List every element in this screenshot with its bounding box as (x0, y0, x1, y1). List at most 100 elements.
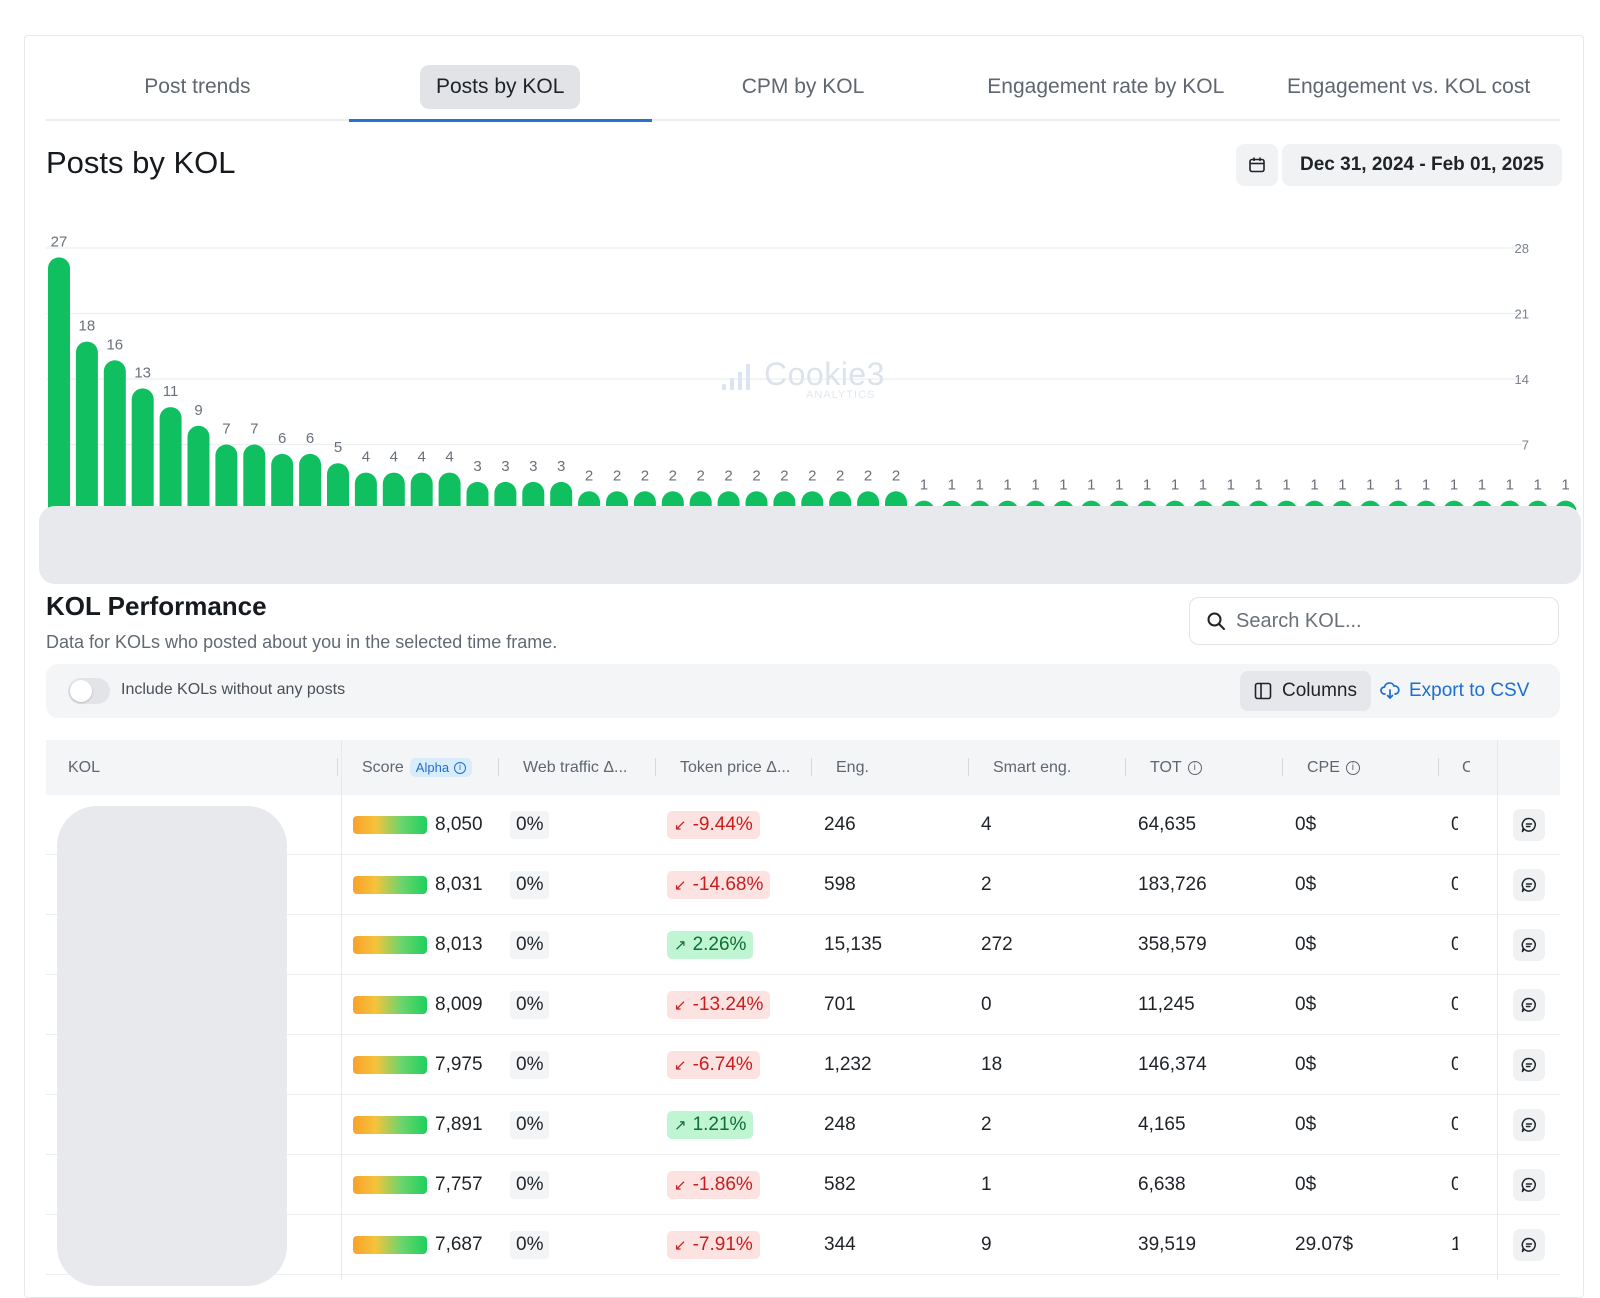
eng-cell: 15,135 (824, 934, 883, 955)
tab-cpm-by-kol[interactable]: CPM by KOL (652, 54, 955, 119)
cpe-cell: 0$ (1295, 934, 1317, 955)
bar-value-label: 27 (51, 233, 68, 250)
bar[interactable] (829, 491, 852, 510)
watermark-logo-icon (722, 364, 750, 390)
bar[interactable] (243, 444, 266, 510)
tab-label: CPM by KOL (741, 74, 865, 98)
search-input[interactable] (1236, 609, 1536, 633)
bar-value-label: 2 (864, 467, 872, 484)
bar[interactable] (773, 491, 796, 510)
bar-value-label: 1 (1338, 477, 1346, 494)
comment-button[interactable] (1513, 1169, 1545, 1201)
comment-button[interactable] (1513, 1109, 1545, 1141)
score-cell: 7,975 (353, 1035, 483, 1095)
tab-engagement-vs-kol-cost[interactable]: Engagement vs. KOL cost (1257, 54, 1560, 119)
eng-cell: 344 (824, 1234, 856, 1255)
table-row[interactable]: 8,050 0% ↙ -9.44% 246 4 64,635 0$ 0 (46, 795, 1560, 855)
bar[interactable] (271, 453, 294, 510)
trend-arrow-icon: ↙ (674, 1177, 687, 1194)
next-cell: 0 (1451, 1114, 1458, 1135)
bar[interactable] (187, 425, 210, 510)
table-row[interactable]: 8,031 0% ↙ -14.68% 598 2 183,726 0$ 0 (46, 855, 1560, 915)
col-smart-eng[interactable]: Smart eng. (993, 740, 1071, 795)
table-row[interactable]: 7,891 0% ↗ 1.21% 248 2 4,165 0$ 0 (46, 1095, 1560, 1155)
col-eng[interactable]: Eng. (836, 740, 869, 795)
bar[interactable] (103, 360, 126, 510)
bar-value-label: 4 (362, 449, 370, 466)
bar[interactable] (131, 388, 154, 510)
web-traffic-cell: 0% (510, 1215, 550, 1275)
bar[interactable] (299, 453, 322, 510)
bar[interactable] (522, 482, 545, 510)
bar[interactable] (159, 407, 182, 510)
bar[interactable] (745, 491, 768, 510)
bar[interactable] (606, 491, 628, 510)
bar[interactable] (410, 472, 433, 510)
bar[interactable] (327, 463, 349, 510)
table-row[interactable]: 8,009 0% ↙ -13.24% 701 0 11,245 0$ 0 (46, 975, 1560, 1035)
export-csv-button[interactable]: Export to CSV (1380, 671, 1529, 711)
bar[interactable] (885, 491, 907, 510)
bar[interactable] (661, 491, 684, 510)
tab-post-trends[interactable]: Post trends (46, 54, 349, 119)
table-row[interactable]: 8,013 0% ↗ 2.26% 15,135 272 358,579 0$ 0 (46, 915, 1560, 975)
bar[interactable] (215, 444, 238, 511)
col-tot[interactable]: TOT i (1150, 740, 1202, 795)
col-next-label: C (1462, 758, 1470, 776)
bar-value-label: 4 (390, 449, 398, 466)
token-price-value: -14.68% (692, 874, 764, 895)
date-range-button[interactable]: Dec 31, 2024 - Feb 01, 2025 (1282, 144, 1562, 186)
next-cell: 0 (1451, 1174, 1458, 1195)
tab-posts-by-kol[interactable]: Posts by KOL (348, 54, 652, 122)
bar[interactable] (857, 491, 880, 510)
comment-button[interactable] (1513, 1049, 1545, 1081)
bar[interactable] (438, 472, 461, 510)
bar[interactable] (550, 482, 573, 510)
col-divider (337, 758, 338, 776)
score-bar (353, 816, 427, 834)
bar[interactable] (689, 491, 712, 510)
calendar-button[interactable] (1236, 144, 1278, 186)
col-web-traffic-label: Web traffic Δ... (523, 758, 628, 776)
bar[interactable] (801, 491, 824, 510)
comment-button[interactable] (1513, 929, 1545, 961)
tab-label: Post trends (144, 74, 251, 98)
col-next[interactable]: C (1462, 740, 1470, 795)
col-web-traffic[interactable]: Web traffic Δ... (523, 740, 627, 795)
chat-icon (1521, 817, 1536, 833)
bar[interactable] (48, 257, 70, 510)
bar[interactable] (354, 472, 377, 510)
table-row[interactable]: 7,687 0% ↙ -7.91% 344 9 39,519 29.07$ 1 (46, 1215, 1560, 1275)
bar[interactable] (633, 491, 656, 510)
col-cpe[interactable]: CPE i (1307, 740, 1360, 795)
search-box[interactable] (1189, 597, 1559, 645)
include-kols-toggle[interactable] (68, 678, 110, 704)
bar[interactable] (466, 482, 489, 510)
columns-button[interactable]: Columns (1240, 671, 1371, 711)
col-kol[interactable]: KOL (68, 740, 100, 795)
comment-button[interactable] (1513, 809, 1545, 841)
bar[interactable] (382, 472, 405, 510)
alpha-label: Alpha (415, 760, 450, 775)
comment-button[interactable] (1513, 1229, 1545, 1261)
col-token-price[interactable]: Token price Δ... (680, 740, 790, 795)
next-cell: 1 (1451, 1234, 1458, 1255)
bar-value-label: 1 (1422, 477, 1430, 494)
bar[interactable] (578, 491, 601, 510)
comment-button[interactable] (1513, 869, 1545, 901)
next-cell: 0 (1451, 994, 1458, 1015)
bar-value-label: 1 (1534, 477, 1542, 494)
comment-button[interactable] (1513, 989, 1545, 1021)
token-price-value: -1.86% (692, 1174, 753, 1195)
col-score[interactable]: Score Alpha i (362, 740, 473, 795)
bar[interactable] (75, 341, 98, 510)
table-row[interactable]: 7,975 0% ↙ -6.74% 1,232 18 146,374 0$ 0 (46, 1035, 1560, 1095)
table-row[interactable]: 7,757 0% ↙ -1.86% 582 1 6,638 0$ 0 (46, 1155, 1560, 1215)
tab-engagement-rate-by-kol[interactable]: Engagement rate by KOL (954, 54, 1257, 119)
chat-icon (1521, 937, 1536, 953)
cpe-cell: 0$ (1295, 994, 1317, 1015)
trend-arrow-icon: ↙ (674, 1057, 687, 1074)
bar[interactable] (494, 482, 517, 510)
col-token-price-label: Token price Δ... (680, 758, 791, 776)
bar[interactable] (717, 491, 740, 510)
